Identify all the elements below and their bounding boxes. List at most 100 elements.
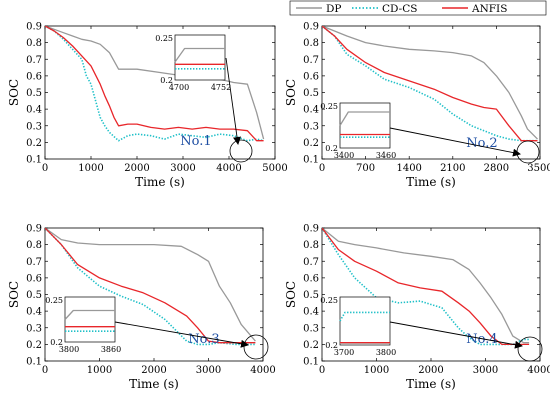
series-line-dp	[45, 26, 265, 140]
x-axis-label: Time (s)	[129, 377, 179, 391]
series-line-dp	[322, 228, 530, 344]
inset-frame	[339, 296, 391, 346]
series-group	[45, 228, 256, 346]
inset-y-tick-label: 0.2	[325, 144, 338, 153]
y-tick-label: 0.9	[303, 22, 319, 33]
inset-frame	[339, 102, 391, 149]
x-tick-label: 0	[42, 365, 48, 376]
panel-tag: No.4	[466, 332, 497, 347]
y-tick-label: 0.6	[26, 273, 42, 284]
series-line-dp	[322, 26, 538, 140]
y-tick-label: 0.1	[26, 357, 42, 368]
x-tick-label: 1400	[396, 163, 421, 174]
series-line-cd-cs	[322, 228, 530, 346]
x-tick-label: 2800	[484, 163, 509, 174]
y-axis-label: SOC	[7, 281, 21, 308]
y-tick-label: 0.8	[26, 38, 42, 49]
x-tick-label: 3000	[196, 365, 221, 376]
inset-series-dp	[174, 47, 225, 63]
inset-x-tick-label: 3400	[334, 151, 354, 160]
inset-y-tick-label: 0.2	[50, 338, 63, 347]
zoom-circle	[516, 140, 540, 164]
y-tick-label: 0.9	[26, 22, 42, 33]
y-tick-label: 0.6	[303, 71, 319, 82]
x-tick-label: 0	[319, 163, 325, 174]
y-tick-label: 0.6	[26, 71, 42, 82]
x-tick-label: 0	[319, 365, 325, 376]
y-tick-label: 0.9	[303, 224, 319, 235]
y-tick-label: 0.5	[26, 88, 42, 99]
y-tick-label: 0.5	[303, 290, 319, 301]
y-tick-label: 0.8	[303, 240, 319, 251]
inset-y-tick-label: 0.25	[320, 296, 338, 305]
chart-panels: 0.1 0.2 0.3 0.4 0.5 0.6 0.7 0.8 0.9 0 1000 2000 3000…	[7, 22, 550, 392]
inset-chart: 0.2 0.25 3800 3860	[45, 296, 121, 354]
inset-series-dp	[339, 111, 390, 126]
y-tick-label: 0.5	[303, 88, 319, 99]
legend-box	[289, 0, 547, 16]
inset-chart: 0.2 0.25 4700 4752	[155, 34, 231, 92]
series-group	[45, 26, 265, 142]
zoom-circle	[243, 334, 269, 360]
zoom-arrow	[389, 127, 521, 157]
legend: DP CD-CS ANFIS	[289, 0, 547, 16]
y-tick-label: 0.1	[26, 155, 42, 166]
inset-y-tick-label: 0.25	[155, 34, 173, 43]
inset-x-tick-label: 3460	[376, 151, 396, 160]
y-tick-label: 0.7	[26, 55, 42, 66]
x-tick-label: 0	[42, 163, 48, 174]
chart-panel-2: 0.1 0.2 0.3 0.4 0.5 0.6 0.7 0.8 0.9 0 700 1400 2100 2…	[284, 22, 550, 190]
y-tick-label: 0.8	[26, 240, 42, 251]
chart-panel-4: 0.1 0.2 0.3 0.4 0.5 0.6 0.7 0.8 0.9 0 1000 2000 3000…	[284, 224, 550, 392]
series-line-anfis	[45, 26, 264, 142]
x-tick-label: 1000	[87, 365, 112, 376]
y-tick-label: 0.7	[303, 55, 319, 66]
x-axis-label: Time (s)	[135, 175, 185, 189]
x-tick-label: 2000	[418, 365, 443, 376]
y-tick-label: 0.4	[26, 307, 42, 318]
inset-y-tick-label: 0.25	[320, 102, 338, 111]
x-tick-label: 5000	[262, 163, 287, 174]
zoom-circle	[229, 139, 253, 163]
inset-chart: 0.2 0.25 3700 3800	[320, 296, 396, 357]
inset-chart: 0.2 0.25 3400 3460	[320, 102, 396, 160]
panel-tag: No.2	[466, 136, 497, 151]
inset-x-tick-label: 3700	[334, 348, 354, 357]
x-axis-label: Time (s)	[406, 175, 456, 189]
y-tick-label: 0.1	[303, 155, 319, 166]
x-tick-label: 1000	[364, 365, 389, 376]
x-tick-label: 1000	[78, 163, 103, 174]
y-tick-label: 0.3	[303, 323, 319, 334]
y-axis-label: SOC	[284, 281, 298, 308]
series-group	[322, 228, 530, 346]
y-tick-label: 0.3	[303, 121, 319, 132]
y-tick-label: 0.7	[303, 257, 319, 268]
y-tick-label: 0.2	[26, 340, 42, 351]
inset-y-tick-label: 0.2	[325, 341, 338, 350]
y-tick-label: 0.4	[303, 105, 319, 116]
series-line-anfis	[322, 26, 538, 142]
y-tick-label: 0.4	[26, 105, 42, 116]
y-tick-label: 0.3	[26, 323, 42, 334]
x-tick-label: 700	[356, 163, 375, 174]
inset-x-tick-label: 3800	[376, 348, 396, 357]
inset-x-tick-label: 3800	[59, 345, 79, 354]
inset-y-tick-label: 0.25	[45, 296, 63, 305]
inset-series-cd-cs	[339, 311, 390, 322]
x-tick-label: 4000	[216, 163, 241, 174]
x-tick-label: 2000	[124, 163, 149, 174]
legend-anfis-label: ANFIS	[471, 3, 507, 15]
x-tick-label: 4000	[250, 365, 275, 376]
inset-series-dp	[64, 309, 115, 320]
inset-x-tick-label: 4700	[169, 83, 189, 92]
panel-tag: No.1	[180, 134, 211, 149]
y-tick-label: 0.7	[26, 257, 42, 268]
y-tick-label: 0.3	[26, 121, 42, 132]
y-tick-label: 0.5	[26, 290, 42, 301]
zoom-arrow	[389, 321, 523, 349]
legend-dp-label: DP	[326, 3, 341, 15]
x-axis-label: Time (s)	[406, 377, 456, 391]
y-tick-label: 0.2	[26, 138, 42, 149]
x-tick-label: 3500	[527, 163, 550, 174]
